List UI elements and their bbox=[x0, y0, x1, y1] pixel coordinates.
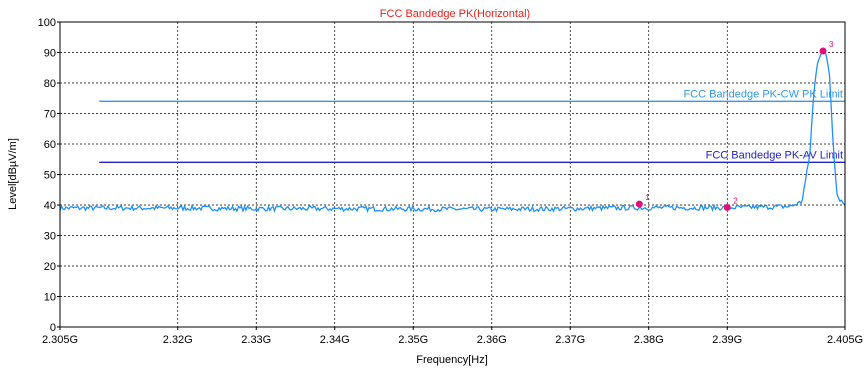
x-tick-label-5: 2.36G bbox=[477, 334, 507, 346]
x-tick-label-7: 2.38G bbox=[634, 334, 664, 346]
chart-title: FCC Bandedge PK(Horizontal) bbox=[380, 8, 530, 20]
series-layer bbox=[59, 49, 845, 213]
x-tick-label-0: 2.305G bbox=[42, 334, 78, 346]
marker-point-3 bbox=[819, 47, 827, 55]
x-tick-labels: 2.305G 2.32G 2.33G 2.34G 2.35G 2.36G 2.37G 2.38… bbox=[42, 327, 863, 346]
y-tick-label-2: 20 bbox=[44, 261, 56, 273]
grid bbox=[59, 21, 846, 328]
marker-label-3: 3 bbox=[829, 40, 834, 49]
y-tick-label-8: 80 bbox=[44, 78, 56, 90]
y-tick-label-4: 40 bbox=[44, 200, 56, 212]
y-axis-label: Level[dBµV/m] bbox=[7, 138, 19, 210]
x-tick-label-4: 2.35G bbox=[398, 334, 428, 346]
x-axis-label: Frequency[Hz] bbox=[416, 354, 488, 366]
x-tick-label-1: 2.32G bbox=[163, 334, 193, 346]
limit-label-1: FCC Bandedge PK-AV Limit bbox=[706, 149, 843, 161]
y-tick-label-0: 0 bbox=[50, 322, 56, 334]
series-line-0 bbox=[59, 49, 845, 213]
y-tick-labels: 0 10 20 30 40 50 60 70 80 90 100 bbox=[38, 17, 60, 334]
y-tick-label-9: 90 bbox=[44, 48, 56, 60]
x-tick-label-8: 2.39G bbox=[712, 334, 742, 346]
x-tick-label-2: 2.33G bbox=[241, 334, 271, 346]
marker-point-2 bbox=[723, 203, 731, 211]
marker-layer: 1 2 3 bbox=[635, 40, 834, 211]
y-tick-label-5: 50 bbox=[44, 170, 56, 182]
limit-lines: FCC Bandedge PK-CW PK Limit FCC Bandedge … bbox=[99, 88, 845, 163]
y-tick-label-3: 30 bbox=[44, 231, 56, 243]
marker-label-2: 2 bbox=[733, 196, 738, 205]
y-tick-label-6: 60 bbox=[44, 139, 56, 151]
x-tick-label-6: 2.37G bbox=[555, 334, 585, 346]
x-tick-label-9: 2.405G bbox=[827, 334, 863, 346]
y-tick-label-7: 70 bbox=[44, 109, 56, 121]
x-tick-label-3: 2.34G bbox=[320, 334, 350, 346]
marker-label-1: 1 bbox=[645, 193, 650, 202]
y-tick-label-10: 100 bbox=[38, 17, 56, 29]
limit-label-0: FCC Bandedge PK-CW PK Limit bbox=[683, 88, 843, 100]
y-tick-label-1: 10 bbox=[44, 292, 56, 304]
marker-point-1 bbox=[635, 200, 643, 208]
